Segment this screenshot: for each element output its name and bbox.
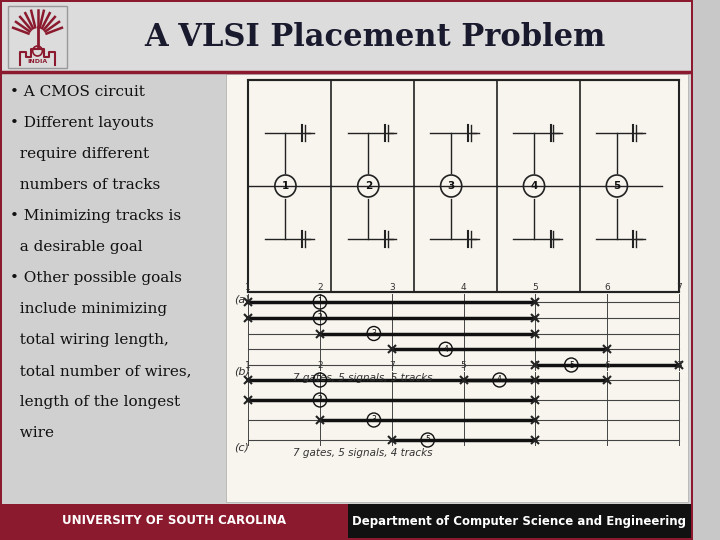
Text: 6: 6: [604, 283, 610, 292]
Text: (b): (b): [234, 367, 250, 377]
Text: • A CMOS circuit: • A CMOS circuit: [9, 85, 145, 99]
Text: 4: 4: [533, 361, 539, 370]
Text: total number of wires,: total number of wires,: [9, 364, 191, 378]
Text: • Different layouts: • Different layouts: [9, 116, 153, 130]
Text: 5: 5: [533, 283, 539, 292]
Text: Department of Computer Science and Engineering: Department of Computer Science and Engin…: [352, 515, 686, 528]
Text: 1: 1: [318, 375, 323, 384]
Bar: [8, 6, 68, 68]
Text: require different: require different: [9, 147, 149, 161]
Text: 5: 5: [461, 361, 467, 370]
Text: 4: 4: [531, 181, 538, 191]
Text: 7 gates, 5 signals, 4 tracks: 7 gates, 5 signals, 4 tracks: [293, 448, 433, 458]
Text: 7: 7: [676, 283, 682, 292]
Bar: [2, 2, 690, 72]
Text: 2: 2: [318, 313, 323, 322]
Bar: [2, 504, 348, 538]
Text: 6: 6: [604, 361, 610, 370]
Text: 3: 3: [372, 329, 377, 338]
Text: 5: 5: [426, 435, 430, 444]
Text: 5: 5: [613, 181, 621, 191]
Text: 4: 4: [461, 283, 467, 292]
Text: 2: 2: [317, 283, 323, 292]
Text: 1: 1: [282, 181, 289, 191]
Text: 1: 1: [318, 298, 323, 307]
Text: 3: 3: [372, 415, 377, 424]
Bar: [248, 80, 679, 292]
Text: INDIA: INDIA: [27, 59, 48, 64]
Text: • Minimizing tracks is: • Minimizing tracks is: [9, 209, 181, 223]
Text: 3: 3: [676, 361, 682, 370]
Text: 3: 3: [389, 283, 395, 292]
Text: total wiring length,: total wiring length,: [9, 333, 168, 347]
Text: length of the longest: length of the longest: [9, 395, 180, 409]
Text: 4: 4: [444, 345, 448, 354]
Text: a desirable goal: a desirable goal: [9, 240, 143, 254]
Text: 7: 7: [389, 361, 395, 370]
Text: 2: 2: [318, 395, 323, 404]
Text: (c): (c): [234, 442, 248, 452]
Bar: [348, 504, 690, 538]
Bar: [2, 72, 690, 504]
Text: 3: 3: [448, 181, 455, 191]
Text: 1: 1: [246, 283, 251, 292]
Text: include minimizing: include minimizing: [9, 302, 167, 316]
Text: 4: 4: [497, 375, 502, 384]
Text: wire: wire: [9, 426, 53, 440]
Text: 2: 2: [317, 361, 323, 370]
Text: numbers of tracks: numbers of tracks: [9, 178, 160, 192]
Text: 2: 2: [364, 181, 372, 191]
Text: 1: 1: [246, 361, 251, 370]
Text: (a): (a): [234, 295, 249, 305]
Text: 7 gates, 5 signals, 5 tracks: 7 gates, 5 signals, 5 tracks: [293, 373, 433, 383]
Text: UNIVERSITY OF SOUTH CAROLINA: UNIVERSITY OF SOUTH CAROLINA: [62, 515, 286, 528]
Bar: [226, 74, 688, 502]
Text: 5: 5: [569, 361, 574, 369]
Text: A VLSI Placement Problem: A VLSI Placement Problem: [145, 22, 606, 52]
Text: • Other possible goals: • Other possible goals: [9, 271, 181, 285]
